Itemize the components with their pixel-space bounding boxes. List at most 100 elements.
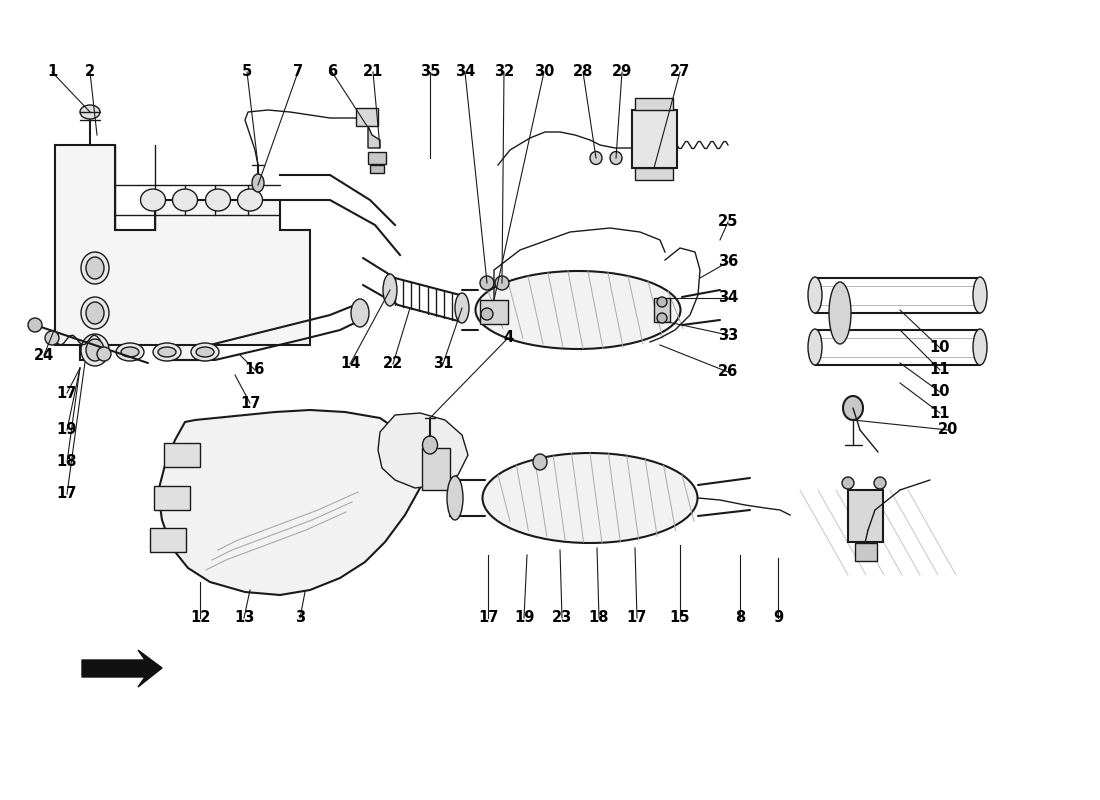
Ellipse shape bbox=[81, 252, 109, 284]
Ellipse shape bbox=[80, 105, 100, 119]
Ellipse shape bbox=[534, 454, 547, 470]
Ellipse shape bbox=[974, 277, 987, 313]
Ellipse shape bbox=[383, 274, 397, 306]
Text: 19: 19 bbox=[57, 422, 77, 438]
Text: 35: 35 bbox=[420, 65, 440, 79]
Ellipse shape bbox=[153, 343, 182, 361]
Ellipse shape bbox=[191, 343, 219, 361]
Polygon shape bbox=[82, 650, 162, 687]
Text: 5: 5 bbox=[242, 65, 252, 79]
Ellipse shape bbox=[173, 189, 198, 211]
Text: 3: 3 bbox=[295, 610, 305, 626]
Text: 25: 25 bbox=[718, 214, 738, 230]
Text: 10: 10 bbox=[930, 385, 950, 399]
Bar bbox=[848, 490, 883, 542]
Circle shape bbox=[842, 477, 854, 489]
Ellipse shape bbox=[252, 174, 264, 192]
Text: 22: 22 bbox=[383, 357, 403, 371]
Text: 15: 15 bbox=[670, 610, 691, 626]
Ellipse shape bbox=[238, 189, 263, 211]
Circle shape bbox=[874, 477, 886, 489]
Text: 31: 31 bbox=[432, 357, 453, 371]
Ellipse shape bbox=[141, 189, 165, 211]
Ellipse shape bbox=[808, 277, 822, 313]
Text: 6: 6 bbox=[327, 65, 337, 79]
Text: 17: 17 bbox=[627, 610, 647, 626]
Text: 29: 29 bbox=[612, 65, 632, 79]
Circle shape bbox=[657, 297, 667, 307]
Ellipse shape bbox=[422, 436, 438, 454]
Ellipse shape bbox=[483, 453, 697, 543]
Ellipse shape bbox=[158, 347, 176, 357]
Bar bbox=[370, 165, 384, 173]
Text: 32: 32 bbox=[494, 65, 514, 79]
Ellipse shape bbox=[447, 476, 463, 520]
Ellipse shape bbox=[28, 318, 42, 332]
Bar bbox=[422, 448, 450, 490]
Bar bbox=[150, 528, 186, 552]
Text: 4: 4 bbox=[503, 330, 513, 346]
Ellipse shape bbox=[81, 334, 109, 366]
Text: 16: 16 bbox=[245, 362, 265, 378]
Text: 9: 9 bbox=[773, 610, 783, 626]
Bar bbox=[654, 298, 670, 322]
Bar bbox=[368, 152, 386, 164]
Bar bbox=[632, 110, 676, 168]
Ellipse shape bbox=[116, 343, 144, 361]
Text: 17: 17 bbox=[57, 486, 77, 502]
Ellipse shape bbox=[455, 293, 469, 323]
Text: 30: 30 bbox=[534, 65, 554, 79]
Ellipse shape bbox=[829, 282, 851, 344]
Text: 2: 2 bbox=[85, 65, 95, 79]
Text: 17: 17 bbox=[240, 395, 261, 410]
Ellipse shape bbox=[843, 396, 864, 420]
Text: 18: 18 bbox=[588, 610, 609, 626]
Circle shape bbox=[657, 313, 667, 323]
Text: 12: 12 bbox=[190, 610, 210, 626]
Bar bbox=[855, 543, 877, 561]
Ellipse shape bbox=[196, 347, 214, 357]
Text: 36: 36 bbox=[718, 254, 738, 270]
Ellipse shape bbox=[495, 276, 509, 290]
Text: 18: 18 bbox=[57, 454, 77, 470]
Text: 23: 23 bbox=[552, 610, 572, 626]
Text: 8: 8 bbox=[735, 610, 745, 626]
Ellipse shape bbox=[480, 276, 494, 290]
Ellipse shape bbox=[475, 271, 681, 349]
Ellipse shape bbox=[86, 302, 104, 324]
Text: 21: 21 bbox=[363, 65, 383, 79]
Text: 11: 11 bbox=[930, 406, 950, 421]
Ellipse shape bbox=[81, 297, 109, 329]
Bar bbox=[480, 300, 508, 324]
Bar bbox=[635, 98, 673, 110]
Ellipse shape bbox=[610, 151, 621, 165]
Text: 26: 26 bbox=[718, 365, 738, 379]
Ellipse shape bbox=[590, 151, 602, 165]
Polygon shape bbox=[158, 410, 420, 595]
Text: 19: 19 bbox=[514, 610, 535, 626]
Text: 27: 27 bbox=[670, 65, 690, 79]
Ellipse shape bbox=[351, 299, 369, 327]
Text: 13: 13 bbox=[234, 610, 254, 626]
Circle shape bbox=[97, 347, 111, 361]
Polygon shape bbox=[378, 413, 468, 488]
Text: 17: 17 bbox=[57, 386, 77, 401]
Text: 7: 7 bbox=[293, 65, 304, 79]
Ellipse shape bbox=[974, 329, 987, 365]
Ellipse shape bbox=[808, 329, 822, 365]
Text: 14: 14 bbox=[340, 357, 360, 371]
Ellipse shape bbox=[206, 189, 231, 211]
Text: 34: 34 bbox=[455, 65, 475, 79]
Text: 24: 24 bbox=[34, 347, 54, 362]
Text: 10: 10 bbox=[930, 341, 950, 355]
Ellipse shape bbox=[121, 347, 139, 357]
Text: 34: 34 bbox=[718, 290, 738, 306]
Bar bbox=[164, 443, 200, 467]
Text: 20: 20 bbox=[938, 422, 958, 438]
Ellipse shape bbox=[86, 339, 104, 361]
Text: 28: 28 bbox=[573, 65, 593, 79]
Polygon shape bbox=[55, 145, 310, 360]
Circle shape bbox=[481, 308, 493, 320]
Circle shape bbox=[45, 331, 59, 345]
Bar bbox=[635, 168, 673, 180]
